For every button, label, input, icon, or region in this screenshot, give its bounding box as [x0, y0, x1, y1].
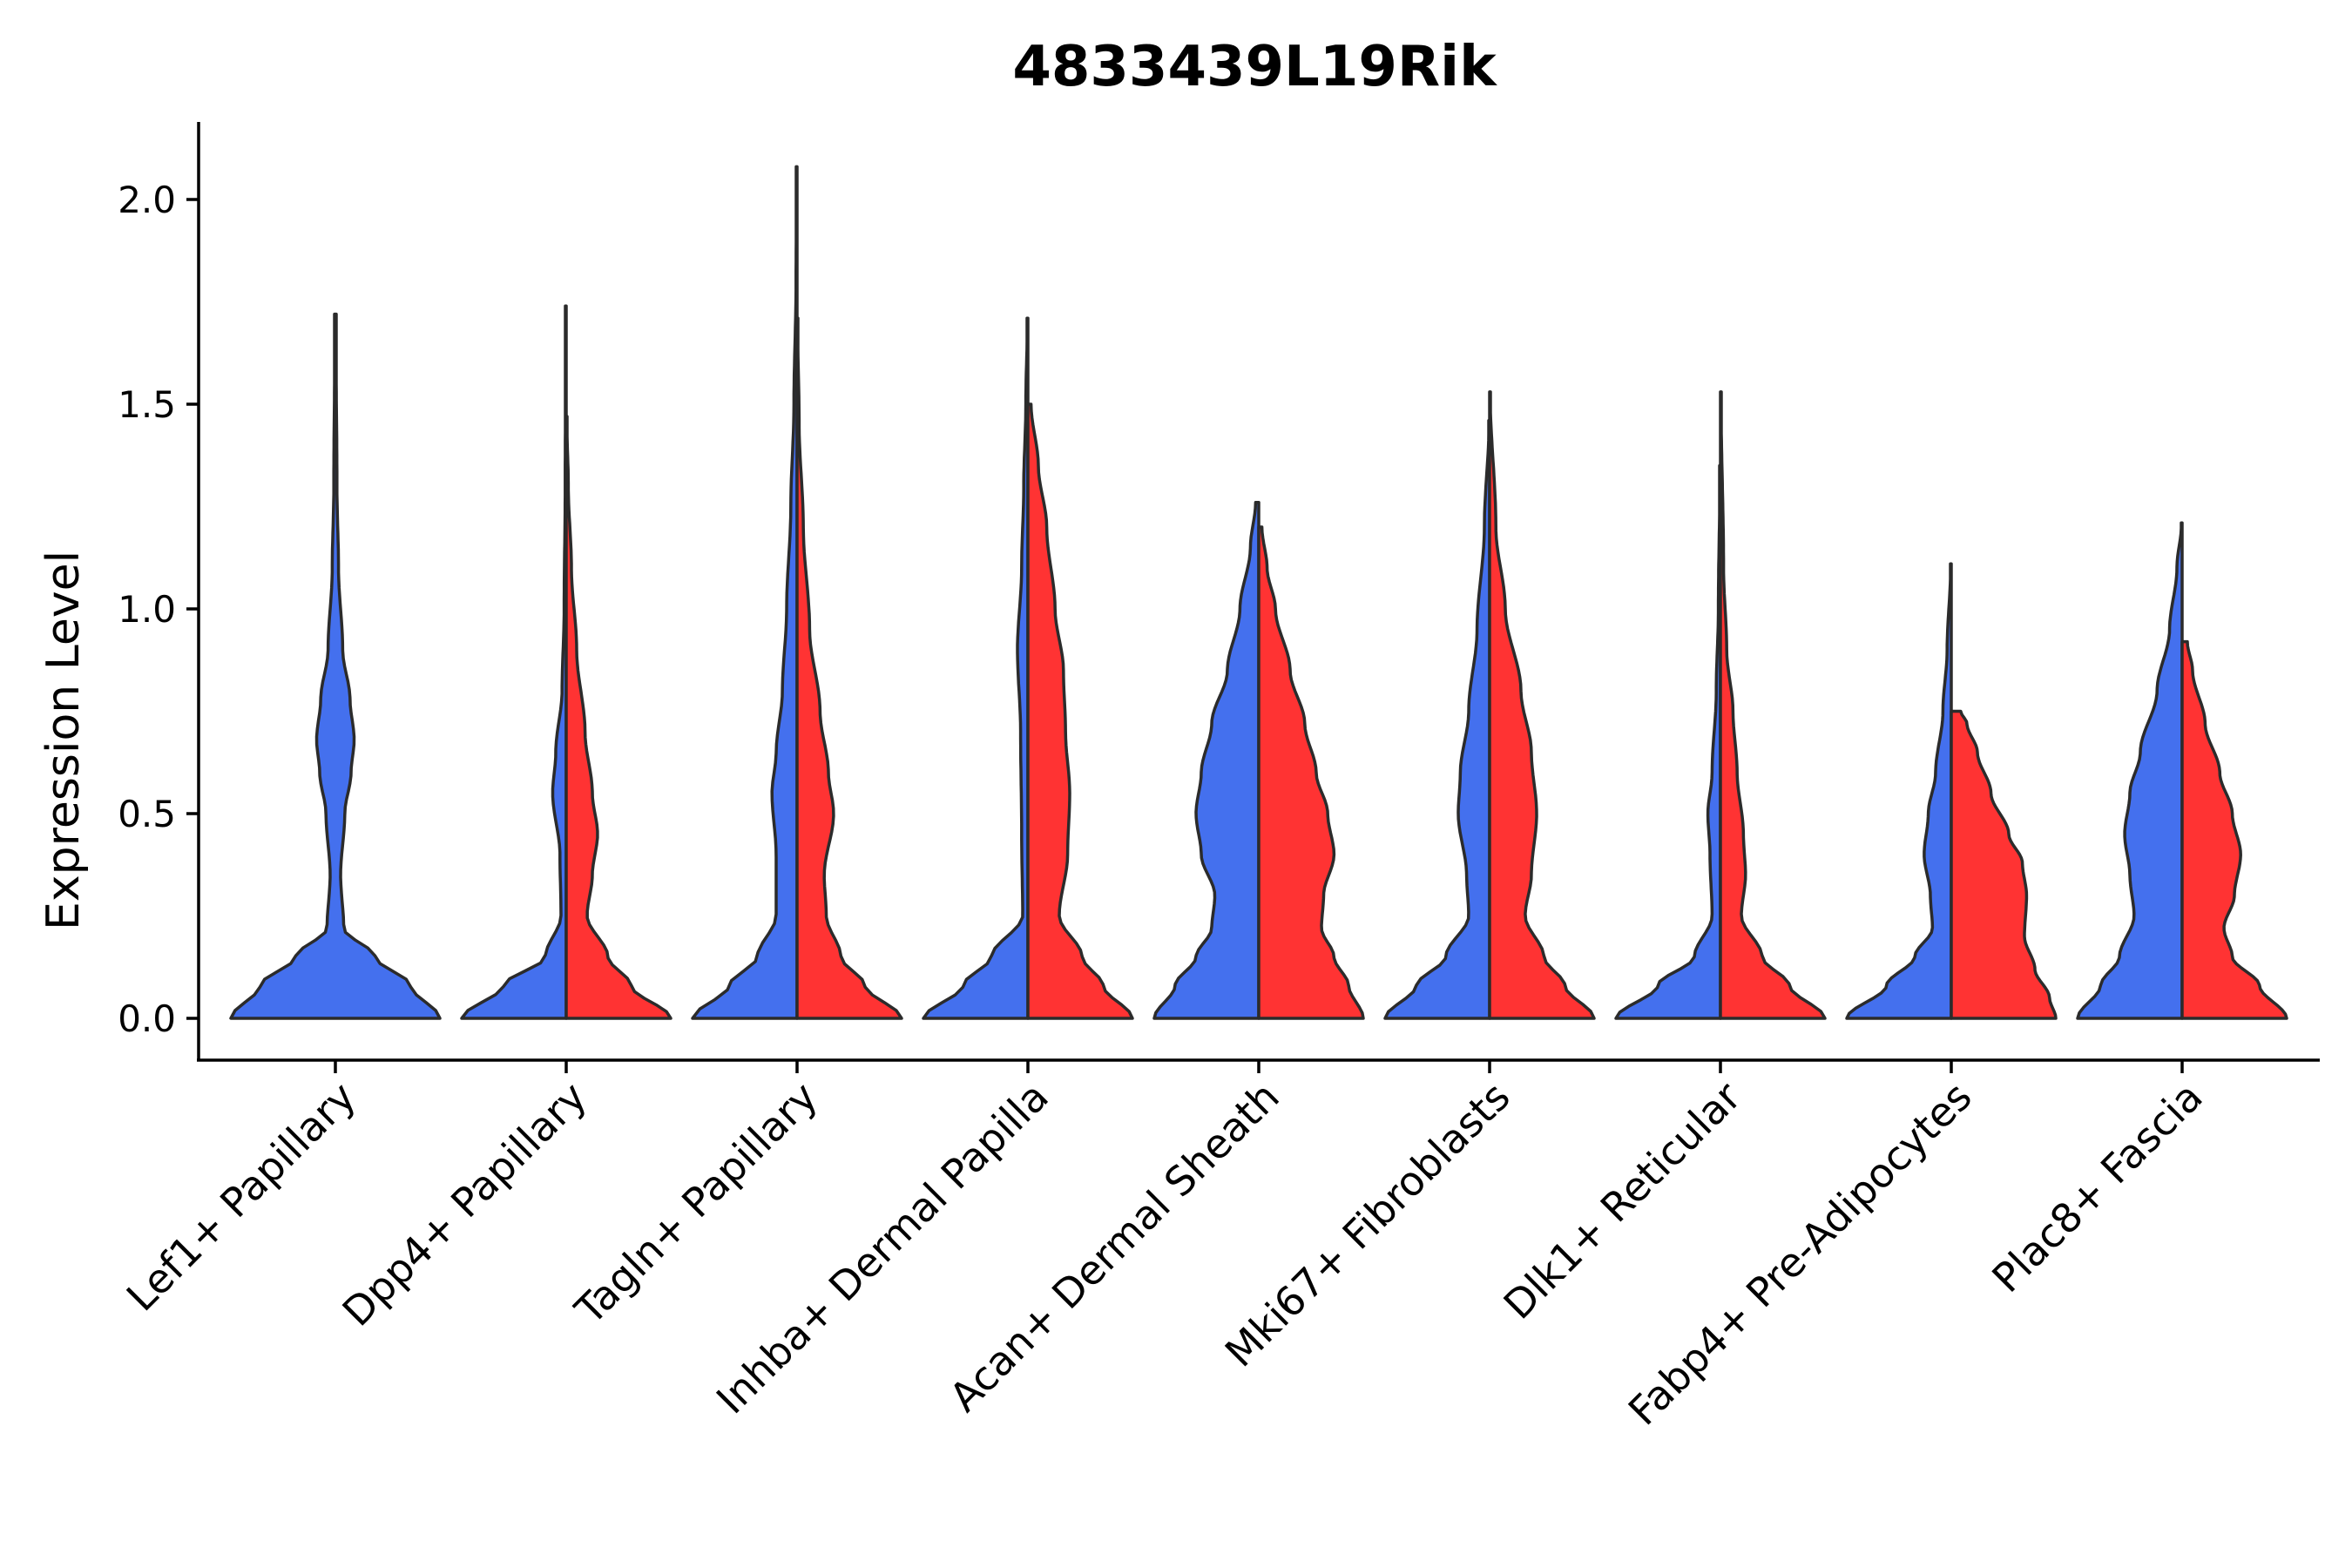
violin-inhba-dermal-papilla-blue [922, 316, 1030, 1020]
y-tick-label: 2.0 [118, 179, 176, 221]
violin-lef1-papillary [229, 312, 442, 1020]
violin-tagln-papillary-red [795, 316, 903, 1020]
chart-title: 4833439L19Rik [1012, 35, 1497, 99]
violin-inhba-dermal-papilla-red [1026, 402, 1134, 1020]
x-tick-label-lef1-papillary: Lef1+ Papillary [118, 1073, 365, 1321]
violin-tagln-papillary-blue [691, 165, 799, 1020]
plot-area [229, 165, 2288, 1020]
violin-mki67-fibroblasts-blue [1383, 419, 1491, 1020]
violin-dpp4-papillary-blue [460, 304, 568, 1020]
violin-acan-dermal-sheath-blue [1152, 501, 1260, 1020]
violin-fabp4-pre-adipocytes-red [1950, 709, 2058, 1020]
violin-acan-dermal-sheath-red [1257, 525, 1365, 1020]
y-axis-label: Expression Level [37, 551, 90, 930]
y-tick-label: 1.0 [118, 588, 176, 631]
x-tick-label-plac8-fascia: Plac8+ Fascia [1983, 1073, 2211, 1301]
violin-fabp4-pre-adipocytes-blue [1845, 562, 1953, 1020]
y-tick-label: 1.5 [118, 383, 176, 426]
violin-dlk1-reticular-blue [1614, 463, 1722, 1020]
violin-dlk1-reticular-red [1719, 390, 1827, 1020]
violin-plac8-fascia-red [2180, 639, 2288, 1020]
violin-mki67-fibroblasts-red [1488, 390, 1596, 1020]
x-tick-label-dpp4-papillary: Dpp4+ Papillary [334, 1073, 596, 1335]
y-tick-label: 0.5 [118, 793, 176, 835]
y-tick-label: 0.0 [118, 997, 176, 1040]
violin-plac8-fascia-blue [2076, 521, 2184, 1020]
violin-dpp4-papillary-red [564, 415, 672, 1020]
x-tick-label-dlk1-reticular: Dlk1+ Reticular [1495, 1073, 1750, 1328]
x-tick-label-tagln-papillary: Tagln+ Papillary [565, 1073, 827, 1335]
y-ticks: 0.0 0.5 1.0 1.5 2.0 [118, 179, 199, 1040]
